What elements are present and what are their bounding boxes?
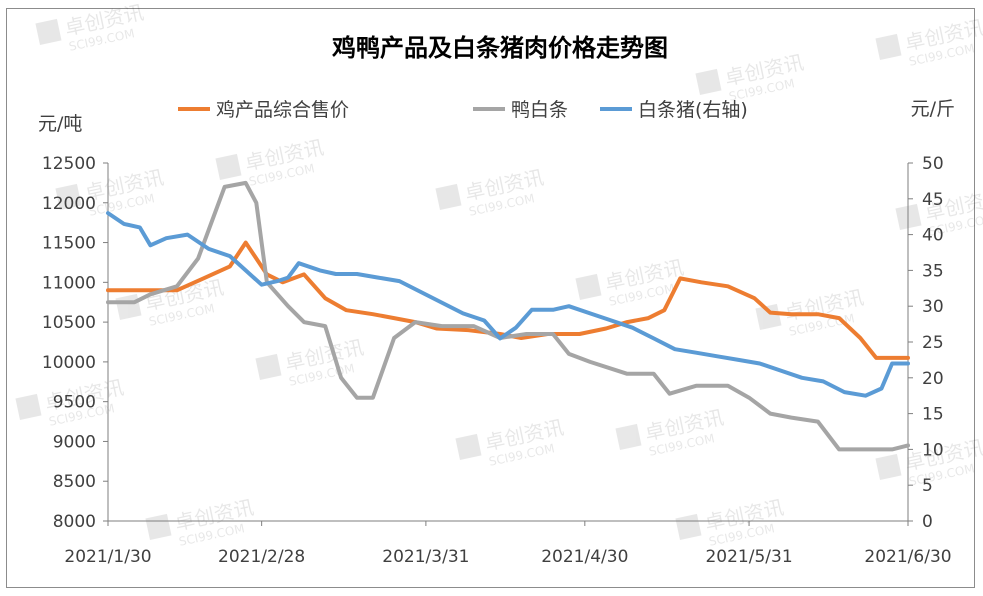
x-tick-label: 2021/1/30 (64, 547, 151, 567)
watermark-logo (435, 183, 462, 210)
watermark-logo (875, 453, 902, 480)
left-tick-label: 8500 (53, 472, 96, 492)
chart-title: 鸡鸭产品及白条猪肉价格走势图 (331, 34, 668, 62)
legend-label-1: 鸭白条 (511, 99, 568, 121)
right-tick-label: 20 (922, 369, 944, 389)
left-tick-label: 12000 (42, 194, 96, 214)
legend-label-2: 白条猪(右轴) (638, 99, 748, 121)
watermark-logo (255, 353, 282, 380)
x-tick-label: 2021/2/28 (218, 547, 305, 567)
right-axis-unit: 元/斤 (911, 98, 955, 120)
watermark-logo (575, 273, 602, 300)
watermark-logo (615, 423, 642, 450)
series-line-2 (106, 211, 910, 398)
left-tick-label: 9500 (53, 393, 96, 413)
left-tick-label: 9000 (53, 432, 96, 452)
watermark-logo (675, 513, 702, 540)
right-tick-label: 50 (922, 154, 944, 174)
watermark-logo (875, 33, 902, 60)
watermark-logo (15, 393, 42, 420)
legend: 鸡产品综合售价 鸭白条 白条猪(右轴) (178, 99, 748, 121)
watermark-logo (455, 433, 482, 460)
watermark-logo (145, 513, 172, 540)
x-tick-label: 2021/4/30 (541, 547, 628, 567)
axes: 8000850090009500100001050011000115001200… (42, 154, 952, 567)
left-tick-label: 10500 (42, 313, 96, 333)
series-layer (106, 180, 910, 452)
right-tick-label: 25 (922, 333, 944, 353)
watermark-logo (115, 293, 142, 320)
x-tick-label: 2021/6/30 (864, 547, 951, 567)
right-tick-label: 40 (922, 226, 944, 246)
x-tick-label: 2021/5/31 (705, 547, 792, 567)
right-tick-label: 0 (922, 512, 933, 532)
watermark-logo (215, 153, 242, 180)
chart-frame (6, 8, 975, 588)
watermark-logo (755, 303, 782, 330)
left-tick-label: 11000 (42, 273, 96, 293)
watermark-logo (35, 18, 62, 45)
left-tick-label: 10000 (42, 353, 96, 373)
right-tick-label: 10 (922, 440, 944, 460)
right-tick-label: 5 (922, 476, 933, 496)
right-tick-label: 30 (922, 297, 944, 317)
watermark-logo (55, 183, 82, 210)
left-axis-unit: 元/吨 (38, 113, 82, 135)
series-line-1 (106, 180, 910, 452)
left-tick-label: 8000 (53, 512, 96, 532)
right-tick-label: 45 (922, 190, 944, 210)
watermark-logo (695, 68, 722, 95)
legend-label-0: 鸡产品综合售价 (216, 99, 349, 121)
right-tick-label: 35 (922, 261, 944, 281)
left-tick-label: 12500 (42, 154, 96, 174)
right-tick-label: 15 (922, 405, 944, 425)
left-tick-label: 11500 (42, 234, 96, 254)
x-tick-label: 2021/3/31 (382, 547, 469, 567)
